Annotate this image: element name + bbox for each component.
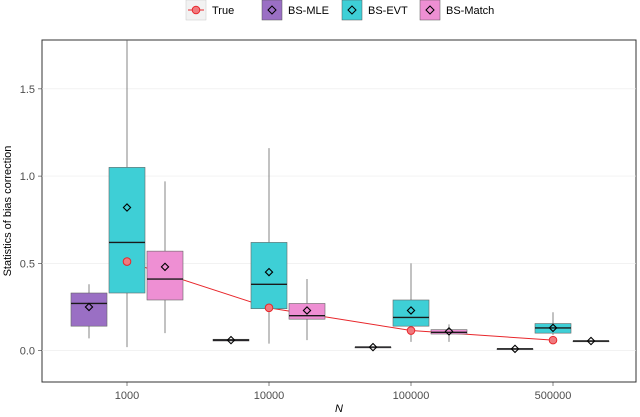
legend-item-true: True: [185, 0, 234, 21]
y-tick-label-3: 1.5: [20, 84, 35, 96]
legend-key-bs-match: [419, 0, 441, 21]
box-bs-evt-10000: [250, 148, 288, 344]
legend-marker-bs-mle: [267, 5, 277, 15]
y-tick-label-2: 1.0: [20, 171, 35, 183]
mean-marker: [122, 203, 132, 212]
box-body: [108, 167, 146, 294]
y-axis-title: Statistics of bias correction: [2, 146, 14, 277]
box-body: [288, 303, 326, 320]
y-tick-label-1: 0.5: [20, 258, 35, 270]
mean-marker: [586, 336, 596, 346]
true-point-500000: [548, 335, 558, 345]
true-series-line: [126, 261, 554, 341]
mean-marker: [406, 306, 416, 315]
true-point-100000: [406, 326, 416, 335]
mean-marker: [264, 267, 274, 277]
x-tick-label-3: 500000: [535, 390, 572, 402]
box-layer: [70, 40, 610, 354]
legend-label-bs-evt: BS-EVT: [368, 5, 408, 17]
box-bs-evt-1000: [108, 40, 146, 348]
box-bs-match-100000: [430, 324, 468, 342]
box-bs-mle-1000: [70, 284, 108, 339]
legend-item-bs-mle: BS-MLE: [261, 0, 329, 21]
x-tick-label-1: 10000: [254, 390, 285, 402]
legend-item-bs-evt: BS-EVT: [341, 0, 408, 21]
y-tick-label-0: 0.0: [20, 346, 35, 358]
box-bs-match-1000: [146, 181, 184, 334]
true-points-layer: [122, 257, 558, 345]
x-tick-label-0: 1000: [115, 390, 139, 402]
true-point-10000: [264, 303, 274, 313]
true-point-1000: [122, 257, 132, 266]
box-bs-evt-100000: [392, 263, 430, 342]
legend-label-true: True: [212, 5, 234, 17]
mean-marker: [368, 342, 378, 352]
mean-marker: [84, 302, 94, 312]
legend-marker-true: [191, 5, 201, 15]
mean-marker: [226, 335, 236, 345]
legend-key-bs-mle: [261, 0, 283, 21]
legend-item-bs-match: BS-Match: [419, 0, 494, 21]
legend-marker-bs-match: [425, 5, 435, 15]
box-bs-mle-500000: [496, 344, 534, 354]
mean-marker: [548, 323, 558, 333]
legend-key-bs-evt: [341, 0, 363, 21]
box-bs-mle-100000: [354, 342, 392, 352]
box-bs-evt-500000: [534, 312, 572, 335]
box-body: [70, 292, 108, 327]
mean-marker: [160, 262, 170, 272]
x-axis-title: N: [335, 403, 343, 415]
box-bs-mle-10000: [212, 335, 250, 345]
x-tick-label-2: 100000: [393, 390, 430, 402]
legend-label-bs-match: BS-Match: [446, 5, 494, 17]
true-line-layer: [126, 261, 554, 341]
box-body: [392, 299, 430, 327]
legend: True BS-MLE BS-EVT BS-Match: [185, 0, 494, 21]
mean-marker: [510, 344, 520, 354]
mean-marker: [302, 306, 312, 315]
box-body: [146, 250, 184, 301]
box-bs-match-500000: [572, 336, 610, 346]
box-bs-match-10000: [288, 279, 326, 341]
legend-label-bs-mle: BS-MLE: [288, 5, 329, 17]
axes: 0.0 0.5 1.0 1.5 1000 10000 100000 500000: [20, 84, 572, 402]
mean-marker: [444, 327, 454, 336]
legend-marker-bs-evt: [347, 5, 357, 15]
